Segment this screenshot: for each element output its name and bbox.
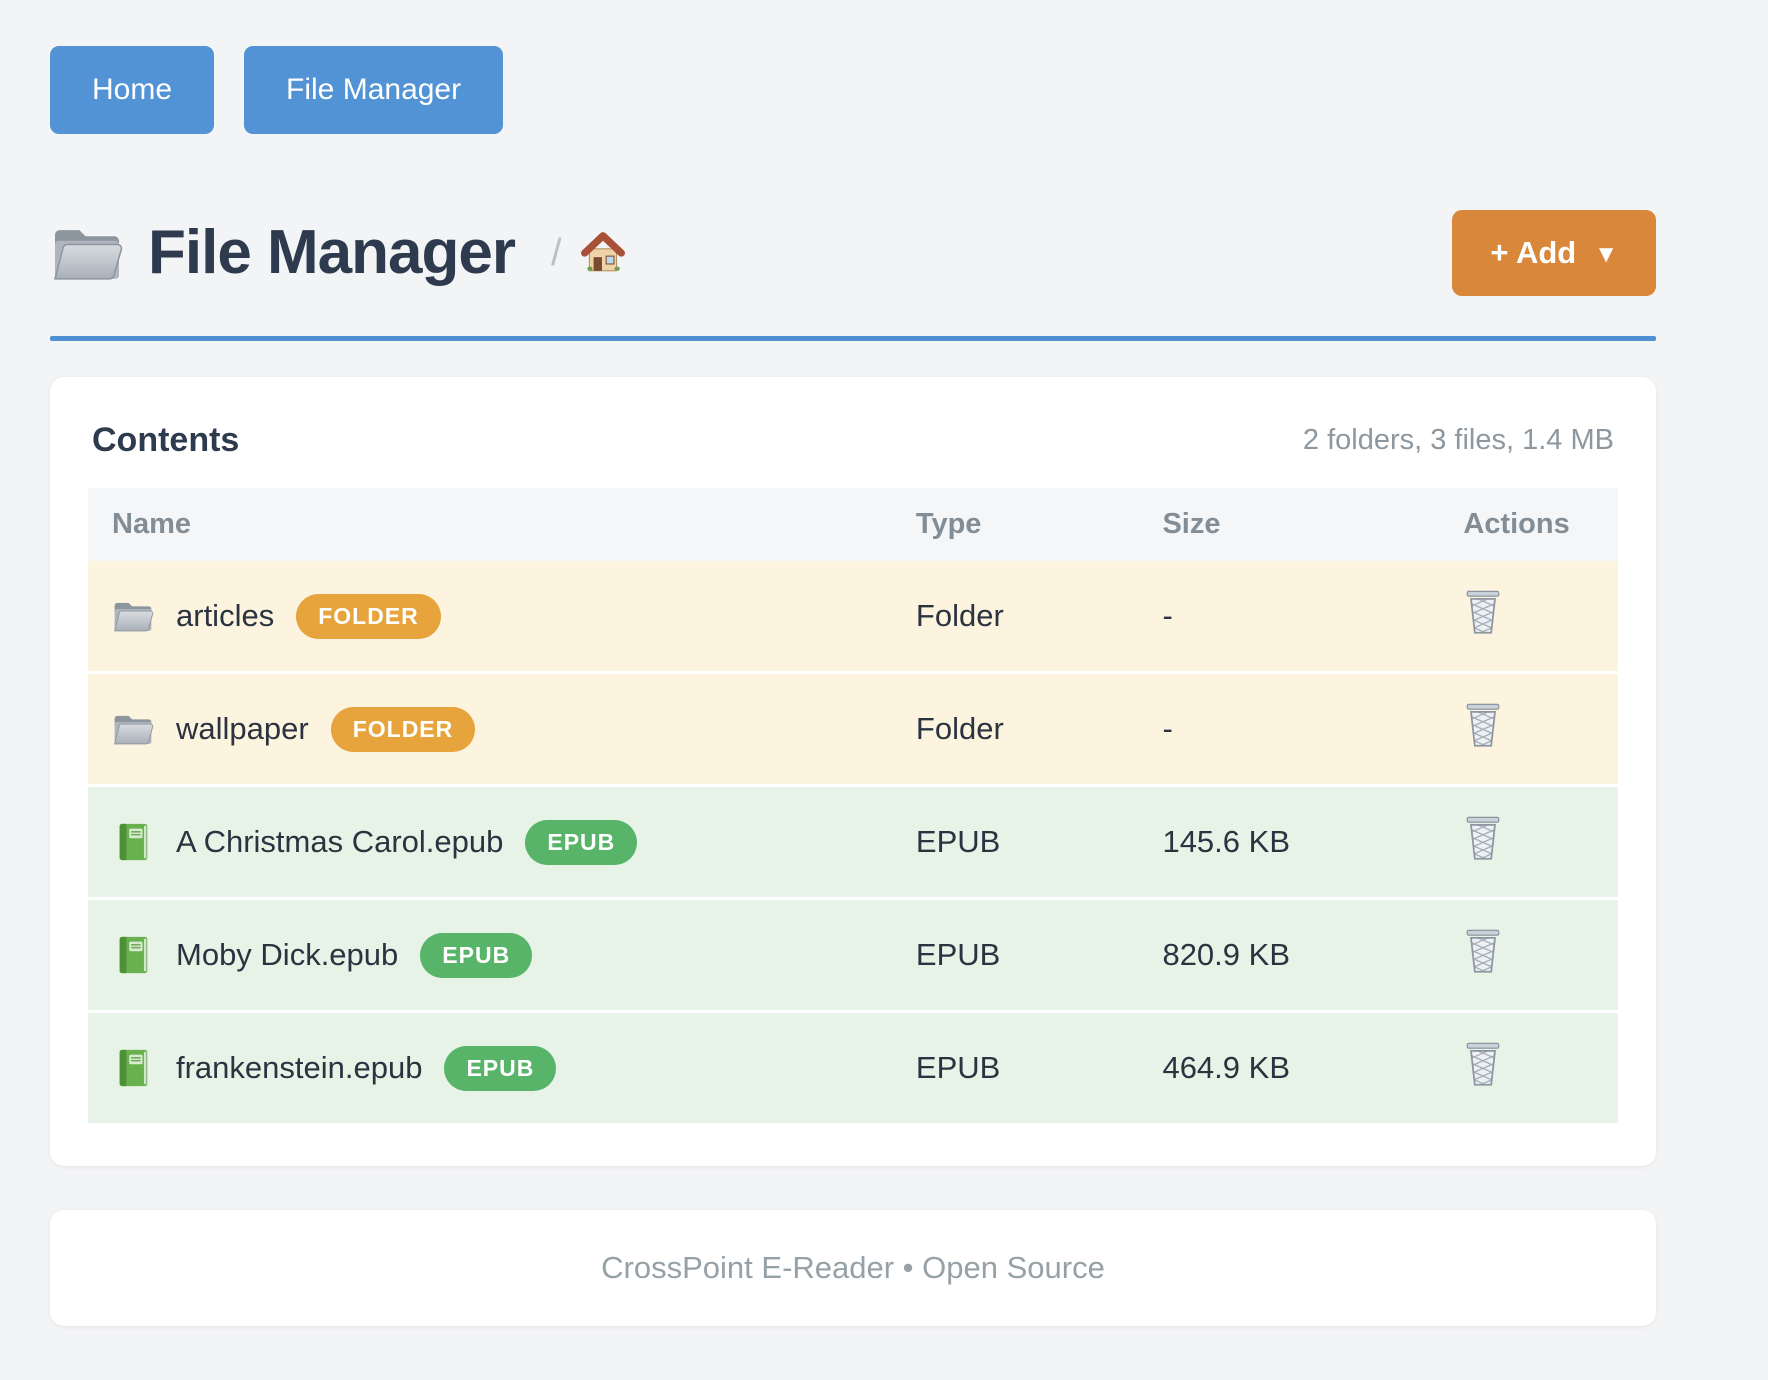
type-cell: EPUB — [891, 898, 1139, 1013]
page-title: File Manager — [148, 218, 516, 287]
green-book-icon — [112, 1048, 154, 1088]
delete-button[interactable] — [1463, 814, 1503, 862]
type-cell: Folder — [891, 672, 1139, 787]
trash-icon — [1463, 701, 1503, 749]
type-badge: FOLDER — [296, 593, 441, 639]
footer: CrossPoint E-Reader • Open Source — [50, 1210, 1656, 1326]
contents-summary: 2 folders, 3 files, 1.4 MB — [1302, 424, 1614, 456]
delete-button[interactable] — [1463, 588, 1503, 636]
table-row[interactable]: articles FOLDER Folder - — [88, 561, 1618, 674]
footer-text: CrossPoint E-Reader • Open Source — [601, 1250, 1105, 1285]
file-name[interactable]: Moby Dick.epub — [176, 937, 399, 972]
trash-icon — [1463, 814, 1503, 862]
page-header: File Manager / + Add ▼ — [50, 210, 1656, 296]
caret-down-icon: ▼ — [1594, 240, 1618, 268]
contents-card-header: Contents 2 folders, 3 files, 1.4 MB — [88, 415, 1618, 488]
contents-heading: Contents — [92, 421, 240, 459]
folder-icon — [50, 221, 124, 285]
type-badge: EPUB — [525, 819, 638, 865]
size-cell: 145.6 KB — [1138, 785, 1440, 900]
page: Home File Manager File Manager / + Add ▼… — [50, 46, 1656, 1326]
contents-card: Contents 2 folders, 3 files, 1.4 MB Name… — [50, 377, 1656, 1166]
file-name[interactable]: frankenstein.epub — [176, 1050, 423, 1085]
title-group: File Manager / — [50, 221, 626, 285]
breadcrumb-separator: / — [551, 231, 562, 274]
table-header-row: Name Type Size Actions — [88, 488, 1618, 561]
green-book-icon — [112, 822, 154, 862]
trash-icon — [1463, 1040, 1503, 1088]
size-cell: 464.9 KB — [1138, 1011, 1440, 1126]
size-cell: - — [1138, 561, 1440, 674]
table-row[interactable]: wallpaper FOLDER Folder - — [88, 672, 1618, 787]
column-header-size: Size — [1138, 488, 1440, 561]
type-cell: Folder — [891, 561, 1139, 674]
type-cell: EPUB — [891, 1011, 1139, 1126]
nav-home-button[interactable]: Home — [50, 46, 215, 134]
folder-icon — [112, 709, 154, 749]
type-badge: FOLDER — [330, 706, 476, 752]
delete-button[interactable] — [1463, 701, 1503, 749]
file-name[interactable]: wallpaper — [176, 711, 309, 746]
file-table: Name Type Size Actions articles FOLDER F… — [88, 488, 1618, 1126]
size-cell: - — [1138, 672, 1440, 787]
delete-button[interactable] — [1463, 1040, 1503, 1088]
type-cell: EPUB — [891, 785, 1139, 900]
table-row[interactable]: frankenstein.epub EPUB EPUB 464.9 KB — [88, 1011, 1618, 1126]
trash-icon — [1463, 927, 1503, 975]
table-row[interactable]: Moby Dick.epub EPUB EPUB 820.9 KB — [88, 898, 1618, 1013]
folder-icon — [112, 596, 154, 636]
green-book-icon — [112, 935, 154, 975]
column-header-type: Type — [891, 488, 1139, 561]
type-badge: EPUB — [444, 1045, 557, 1091]
table-row[interactable]: A Christmas Carol.epub EPUB EPUB 145.6 K… — [88, 785, 1618, 900]
table-body: articles FOLDER Folder - wallpaper FOLDE… — [88, 561, 1618, 1126]
file-name[interactable]: articles — [176, 598, 275, 633]
column-header-name: Name — [88, 488, 892, 561]
column-header-actions: Actions — [1439, 488, 1618, 561]
size-cell: 820.9 KB — [1138, 898, 1440, 1013]
top-nav: Home File Manager — [50, 46, 1656, 134]
add-button-label: + Add — [1490, 235, 1577, 270]
header-divider — [50, 336, 1656, 341]
type-badge: EPUB — [420, 932, 533, 978]
trash-icon — [1463, 588, 1503, 636]
nav-file-manager-button[interactable]: File Manager — [244, 46, 504, 134]
file-name[interactable]: A Christmas Carol.epub — [176, 824, 504, 859]
add-button[interactable]: + Add ▼ — [1452, 210, 1656, 296]
delete-button[interactable] — [1463, 927, 1503, 975]
house-icon[interactable] — [580, 231, 626, 275]
